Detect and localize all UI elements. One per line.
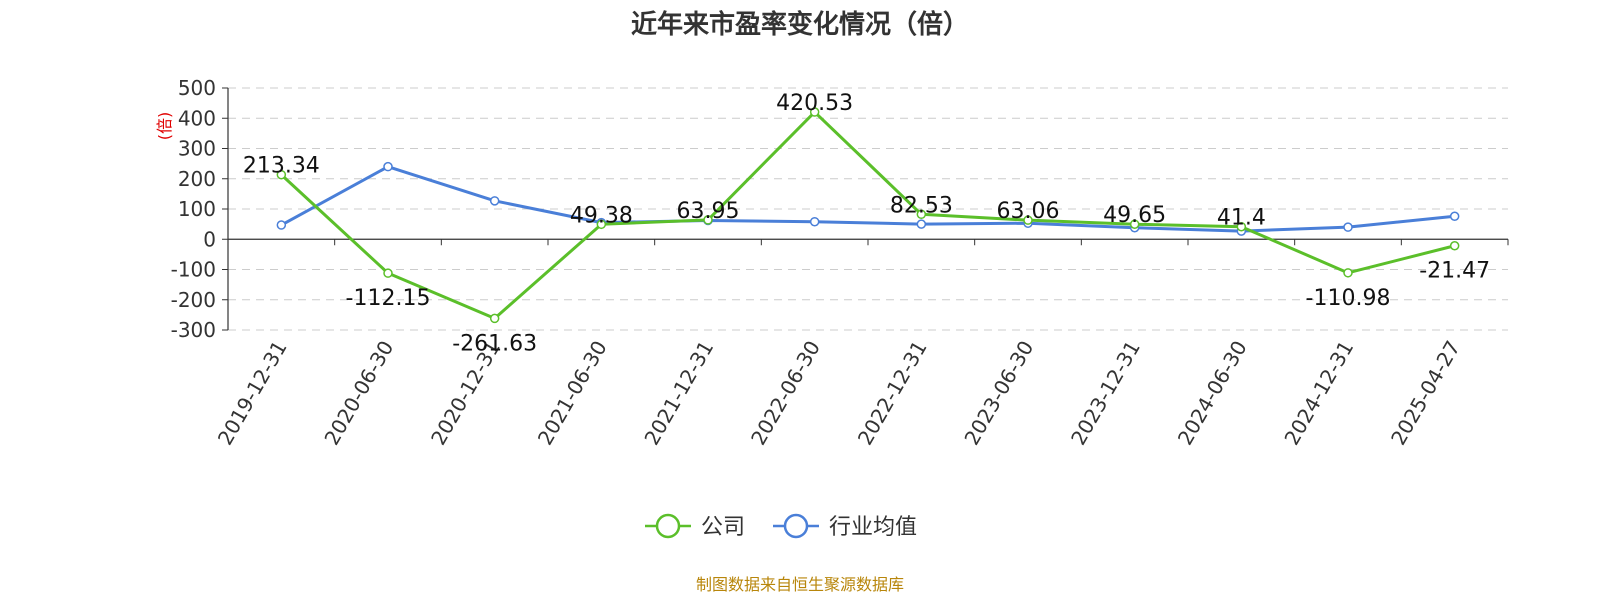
data-label: 49.65 (1103, 203, 1166, 228)
data-point (489, 313, 500, 324)
data-point (383, 268, 393, 278)
x-tick-label: 2022-06-30 (746, 337, 825, 450)
y-axis-ticks: 500 400 300 200 100 0 -100 -200 -300 (171, 76, 228, 342)
y-tick-label: 100 (178, 197, 216, 221)
data-point (383, 161, 393, 172)
data-point (916, 209, 927, 220)
legend-label: 行业均值 (829, 515, 917, 540)
data-label: 213.34 (243, 154, 320, 179)
y-tick-label: -300 (171, 318, 216, 342)
data-point (1449, 211, 1460, 222)
data-point (916, 219, 927, 229)
data-point (596, 219, 607, 230)
data-label: 49.38 (570, 203, 633, 228)
y-tick-label: 0 (203, 227, 216, 251)
grid-lines (228, 87, 1508, 331)
x-tick-label: 2024-12-31 (1279, 337, 1358, 450)
data-label: -21.47 (1419, 259, 1490, 284)
data-label: -110.98 (1306, 286, 1391, 311)
y-tick-label: 300 (178, 137, 216, 161)
series-line-公司 (280, 110, 1456, 320)
x-tick-label: 2021-12-31 (639, 337, 718, 450)
x-tick-label: 2023-12-31 (1066, 337, 1145, 450)
data-labels: 213.34 -112.15 -261.63 49.38 63.95 420.53 82.5… (243, 91, 1490, 356)
data-point (1023, 215, 1033, 225)
data-point (1129, 219, 1140, 229)
legend-marker (783, 513, 809, 539)
data-point (1343, 222, 1353, 232)
x-axis-ticks: 2019-12-31 2020-06-30 2020-12-31 2021-06-30… (213, 239, 1509, 450)
data-point (489, 196, 500, 206)
x-tick-label: 2020-06-30 (319, 337, 398, 450)
data-label: 63.06 (997, 199, 1060, 224)
y-tick-label: 200 (178, 167, 216, 191)
series-layer (276, 107, 1460, 324)
x-tick-label: 2022-12-31 (853, 336, 932, 449)
x-tick-label: 2025-04-27 (1386, 337, 1465, 450)
legend: 公司 行业均值 (645, 513, 917, 540)
data-label: 41.4 (1217, 206, 1266, 231)
data-point (1343, 268, 1353, 278)
data-label: 63.95 (677, 199, 740, 224)
data-point (276, 169, 287, 180)
y-tick-label: -200 (171, 288, 216, 312)
x-tick-label: 2021-06-30 (533, 337, 612, 450)
y-tick-label: 500 (178, 76, 216, 100)
data-label: -261.63 (452, 331, 537, 356)
x-tick-label: 2019-12-31 (213, 337, 292, 450)
chart-title: 近年来市盈率变化情况（倍） (631, 9, 969, 40)
legend-marker (655, 513, 681, 539)
y-tick-label: 400 (178, 106, 216, 130)
y-axis-unit-label: (倍) (155, 112, 174, 141)
data-point (809, 107, 820, 117)
x-tick-label: 2023-06-30 (959, 337, 1038, 450)
data-label: 82.53 (890, 193, 953, 218)
data-label: -112.15 (346, 286, 431, 311)
source-note: 制图数据来自恒生聚源数据库 (696, 575, 904, 594)
data-label: 420.53 (776, 91, 853, 116)
legend-label: 公司 (701, 515, 745, 540)
series-line-行业均值 (280, 165, 1455, 233)
data-point (703, 215, 713, 225)
data-point (1236, 221, 1247, 232)
data-point (809, 216, 820, 227)
x-tick-label: 2024-06-30 (1173, 337, 1252, 450)
y-tick-label: -100 (171, 258, 216, 282)
data-point (1449, 240, 1460, 251)
data-point (276, 220, 287, 230)
